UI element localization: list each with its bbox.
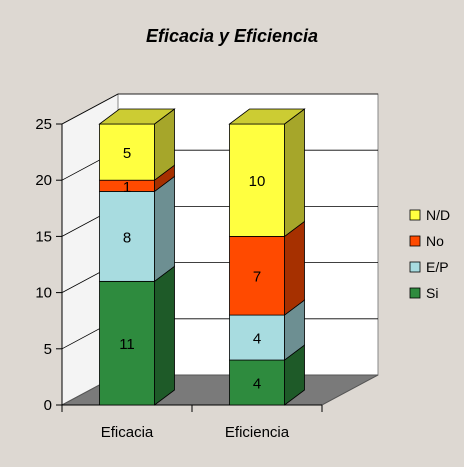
y-tick-label: 0 <box>44 397 52 414</box>
bar-front <box>229 123 285 237</box>
chart-title: Eficacia y Eficiencia <box>146 26 318 46</box>
data-label: 4 <box>253 331 261 348</box>
data-labels: 11 8 1 5 4 4 7 10 <box>119 145 265 392</box>
bar-top <box>228 108 306 125</box>
legend-label: N/D <box>426 207 450 223</box>
legend-swatch <box>409 261 421 273</box>
x-tick-label: Eficiencia <box>225 424 290 441</box>
y-tick-label: 20 <box>35 172 52 189</box>
bar-top <box>98 108 176 125</box>
legend-label: No <box>426 233 444 249</box>
data-label: 5 <box>123 145 131 162</box>
data-label: 7 <box>253 269 261 286</box>
gridline <box>61 93 378 125</box>
y-tick-label: 5 <box>44 341 52 358</box>
data-label: 10 <box>249 173 266 190</box>
bar-front <box>99 191 155 282</box>
legend-swatch <box>409 287 421 299</box>
data-label: 8 <box>123 229 131 246</box>
legend-label: Si <box>426 285 438 301</box>
data-label: 4 <box>253 376 261 393</box>
data-label: 11 <box>119 336 135 353</box>
bar-front <box>99 280 155 406</box>
data-label: 1 <box>123 179 131 196</box>
bar-front <box>229 359 285 406</box>
bars <box>98 108 306 406</box>
bar-side <box>154 175 175 283</box>
legend-swatch <box>409 235 421 247</box>
legend-label: E/P <box>426 259 449 275</box>
bar-side <box>154 265 175 406</box>
bar-front <box>229 235 285 316</box>
legend: N/D No E/P Si <box>409 207 450 301</box>
y-tick-label: 10 <box>35 285 52 302</box>
x-tick-label: Eficacia <box>101 424 154 441</box>
bar-side <box>284 220 305 316</box>
bar-side <box>284 108 305 238</box>
y-tick-label: 15 <box>35 228 52 245</box>
legend-swatch <box>409 209 421 221</box>
y-tick-label: 25 <box>35 116 52 133</box>
